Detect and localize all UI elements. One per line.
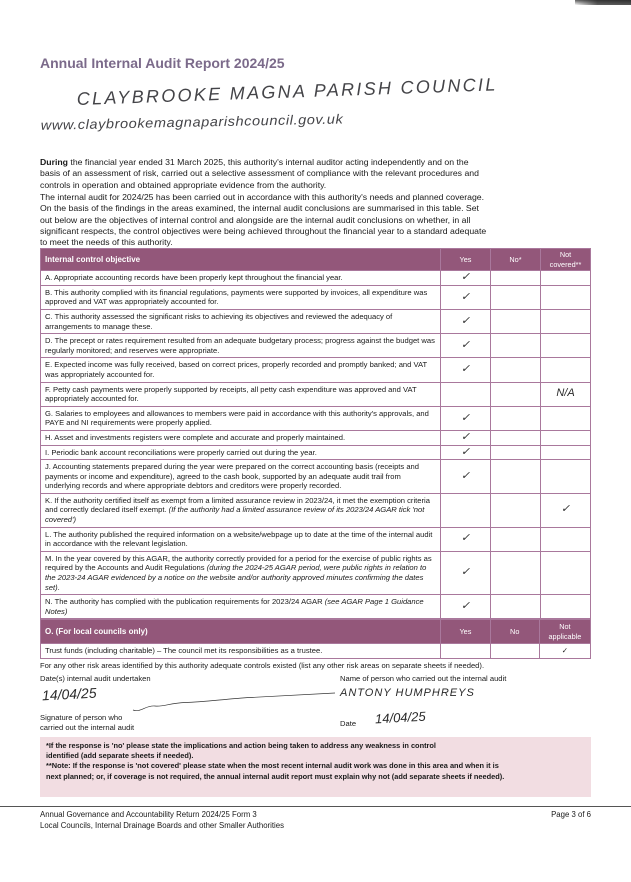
- svg-text:CLAYBROOKE MAGNA PARISH COUNCI: CLAYBROOKE MAGNA PARISH COUNCIL: [76, 74, 497, 109]
- svg-text:www.claybrookemagnaparishcounc: www.claybrookemagnaparishcouncil.gov.uk: [41, 111, 344, 133]
